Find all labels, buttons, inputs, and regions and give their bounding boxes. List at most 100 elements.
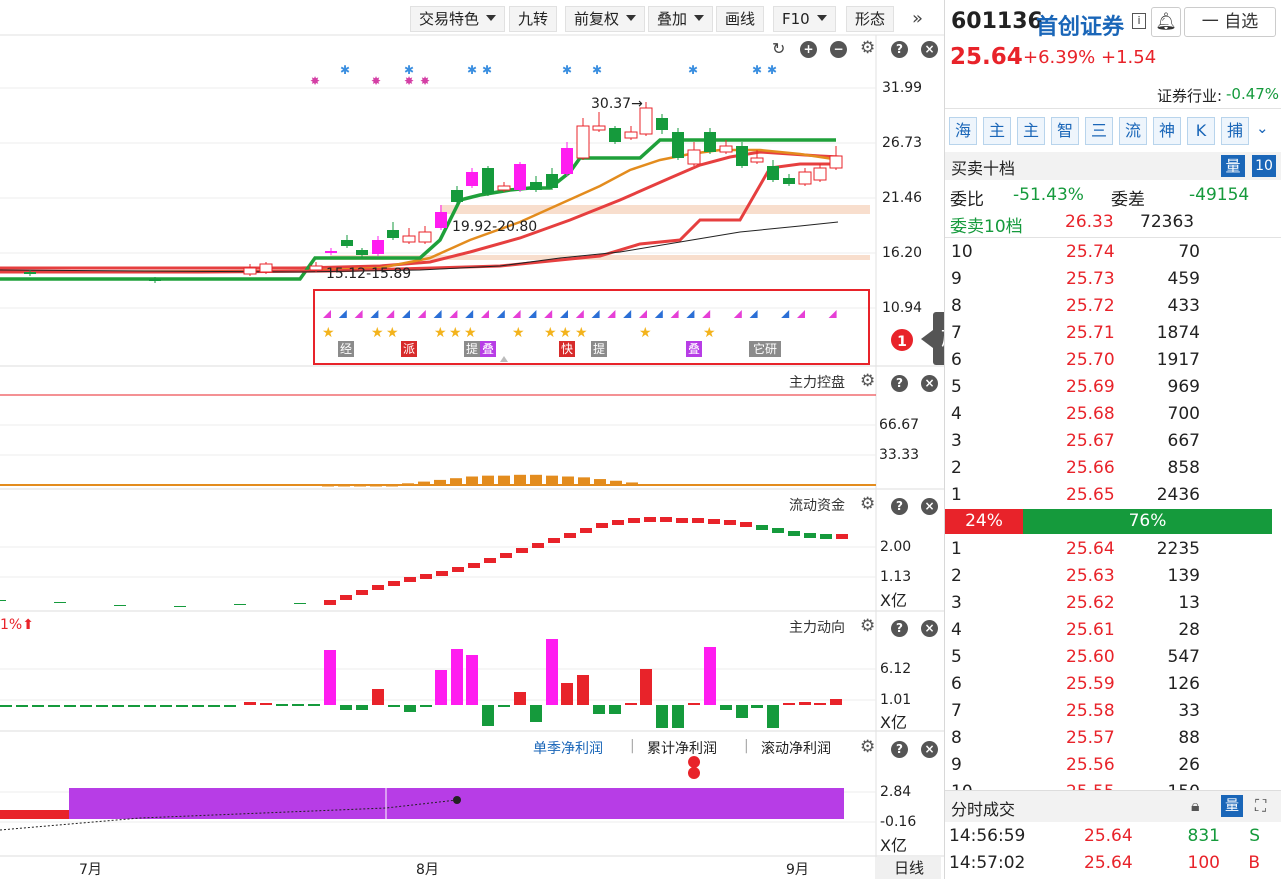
sell-row[interactable]: 5 25.69 969: [945, 375, 1281, 402]
tab-k[interactable]: K: [1187, 117, 1215, 145]
tag-kuai[interactable]: 快: [559, 341, 575, 357]
sell-row[interactable]: 6 25.70 1917: [945, 348, 1281, 375]
liquidity-bar: [708, 519, 720, 524]
sell-row[interactable]: 8 25.72 433: [945, 294, 1281, 321]
close-icon[interactable]: ×: [921, 738, 938, 758]
tick-price: 25.64: [1084, 826, 1133, 846]
help-icon[interactable]: ?: [891, 38, 908, 58]
gear-icon[interactable]: ⚙: [860, 494, 876, 514]
zoom-out-icon[interactable]: −: [830, 38, 847, 58]
stock-name[interactable]: 首创证券: [1036, 15, 1125, 40]
tag-pai[interactable]: 派: [401, 341, 417, 357]
buy-row[interactable]: 4 25.61 28: [945, 618, 1281, 645]
f10-dropdown[interactable]: F10: [773, 6, 836, 32]
sell-row[interactable]: 4 25.68 700: [945, 402, 1281, 429]
buy-row[interactable]: 6 25.59 126: [945, 672, 1281, 699]
signal-flag: [702, 310, 711, 318]
y-label: 1.01: [880, 692, 912, 708]
sell-row[interactable]: 10 25.74 70: [945, 240, 1281, 267]
sell-row[interactable]: 7 25.71 1874: [945, 321, 1281, 348]
tag-ti[interactable]: 提: [464, 341, 480, 357]
trend-bar: [814, 703, 826, 705]
trend-bar: [16, 705, 28, 707]
close-icon[interactable]: ×: [921, 617, 938, 637]
level-label: 7: [951, 701, 962, 721]
volume-toggle-ticks[interactable]: 量: [1221, 795, 1243, 817]
tab-divider: |: [630, 738, 635, 754]
buy-row[interactable]: 9 25.56 26: [945, 753, 1281, 780]
tag-die[interactable]: 叠: [480, 341, 496, 357]
tag-ti-2[interactable]: 提: [591, 341, 607, 357]
liquidity-bar: [324, 600, 336, 605]
tab-shen[interactable]: 神: [1153, 117, 1181, 145]
help-icon[interactable]: ?: [891, 495, 908, 515]
help-icon[interactable]: ?: [891, 372, 908, 392]
close-icon[interactable]: ×: [921, 495, 938, 515]
x-label: 7月: [79, 862, 102, 878]
sell-row[interactable]: 3 25.67 667: [945, 429, 1281, 456]
help-icon[interactable]: ?: [891, 617, 908, 637]
adjust-dropdown[interactable]: 前复权: [565, 6, 646, 32]
rotate-icon[interactable]: ↻: [772, 39, 786, 58]
kline-chart-area[interactable]: 交易特色 九转 前复权 叠加 画线 F10 形态 » ↻ + − ⚙ ? ×: [0, 0, 944, 879]
tab-liu[interactable]: 流: [1119, 117, 1147, 145]
candle: [672, 132, 684, 158]
buy-row[interactable]: 1 25.64 2235: [945, 537, 1281, 564]
tick-side: B: [1248, 853, 1260, 873]
expand-icon[interactable]: ⛶: [1255, 796, 1267, 815]
pattern-button[interactable]: 形态: [846, 6, 895, 32]
tooltip-badge[interactable]: 1: [889, 327, 915, 353]
nine-turn-button[interactable]: 九转: [509, 6, 558, 32]
period-daily-button[interactable]: 日线: [877, 857, 941, 879]
tag-jing[interactable]: 经: [338, 341, 354, 357]
tag-tayan[interactable]: 它研: [749, 341, 781, 357]
chevron-down-icon[interactable]: ⌄: [1256, 119, 1269, 137]
tab-hai[interactable]: 海: [949, 117, 977, 145]
control-bar: [610, 480, 622, 485]
tab-zhu-2[interactable]: 主: [1017, 117, 1045, 145]
level-label: 10: [951, 242, 973, 262]
tab-zhi[interactable]: 智: [1051, 117, 1079, 145]
sell-row[interactable]: 2 25.66 858: [945, 456, 1281, 483]
tab-bu[interactable]: 捕: [1221, 117, 1249, 145]
level-price: 25.71: [1066, 323, 1115, 343]
trade-feature-dropdown[interactable]: 交易特色: [410, 6, 506, 32]
buy-row[interactable]: 2 25.63 139: [945, 564, 1281, 591]
signal-flag: [623, 310, 632, 318]
double-chevron-right-icon[interactable]: »: [912, 8, 924, 29]
zoom-in-icon[interactable]: +: [800, 38, 817, 58]
tab-san[interactable]: 三: [1085, 117, 1113, 145]
close-icon[interactable]: ×: [921, 372, 938, 392]
tab-cumulative-profit[interactable]: 累计净利润: [647, 741, 717, 757]
trend-bar: [704, 647, 716, 705]
signal-flag: [323, 310, 331, 318]
sell-row[interactable]: 1 25.65 2436: [945, 483, 1281, 510]
overlay-dropdown[interactable]: 叠加: [648, 6, 714, 32]
close-icon[interactable]: ×: [921, 38, 938, 58]
ten-level-toggle[interactable]: 10: [1252, 155, 1276, 177]
buy-row[interactable]: 8 25.57 88: [945, 726, 1281, 753]
level-price: 25.74: [1066, 242, 1115, 262]
tag-die-2[interactable]: 叠: [686, 341, 702, 357]
gear-icon[interactable]: ⚙: [860, 371, 876, 391]
lock-icon[interactable]: 🔒︎: [1191, 796, 1200, 815]
tick-row[interactable]: 14:57:02 25.64 100 B: [945, 851, 1281, 878]
info-icon[interactable]: i: [1132, 13, 1146, 29]
gear-icon[interactable]: ⚙: [860, 38, 876, 58]
gear-icon[interactable]: ⚙: [860, 616, 876, 636]
add-watchlist-button[interactable]: 一 自选: [1184, 7, 1276, 37]
buy-row[interactable]: 5 25.60 547: [945, 645, 1281, 672]
tab-quarter-profit[interactable]: 单季净利润: [533, 741, 603, 757]
draw-line-button[interactable]: 画线: [716, 6, 765, 32]
buy-row[interactable]: 7 25.58 33: [945, 699, 1281, 726]
tab-rolling-profit[interactable]: 滚动净利润: [761, 741, 831, 757]
tab-zhu[interactable]: 主: [983, 117, 1011, 145]
gear-icon[interactable]: ⚙: [860, 737, 876, 757]
bell-icon[interactable]: 🔔︎: [1151, 7, 1181, 37]
sell-row[interactable]: 9 25.73 459: [945, 267, 1281, 294]
volume-toggle[interactable]: 量: [1221, 155, 1245, 177]
help-icon[interactable]: ?: [891, 738, 908, 758]
tick-row[interactable]: 14:56:59 25.64 831 S: [945, 824, 1281, 851]
control-bar: [482, 475, 494, 485]
buy-row[interactable]: 3 25.62 13: [945, 591, 1281, 618]
